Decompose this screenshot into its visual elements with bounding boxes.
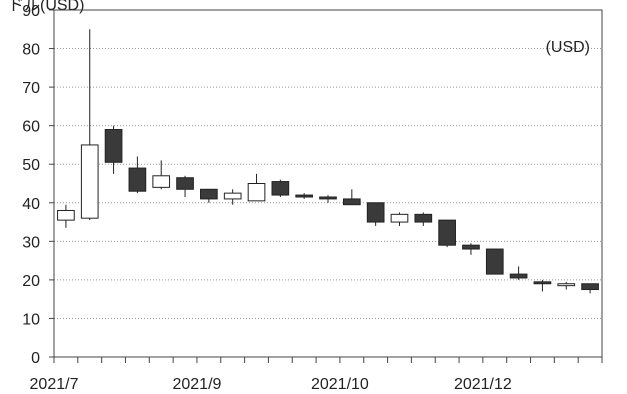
y-tick-label: 70	[22, 80, 40, 97]
y-tick-label: 90	[22, 3, 40, 20]
candle	[295, 193, 314, 199]
candles	[57, 29, 599, 294]
candle	[247, 173, 266, 202]
candle	[485, 248, 504, 275]
x-tick-label: 2021/12	[454, 376, 512, 393]
candle	[80, 29, 99, 221]
candle-body	[462, 244, 480, 250]
candle	[581, 283, 599, 294]
candle	[57, 204, 75, 228]
candle-body	[414, 213, 433, 223]
candle	[462, 243, 480, 255]
candle	[271, 179, 290, 197]
y-tick-label: 40	[22, 196, 40, 213]
candle-body	[152, 175, 171, 188]
candle	[342, 189, 361, 206]
candle	[438, 219, 456, 248]
x-axis-ticks: 2021/7 2021/9 2021/10 2021/12	[30, 356, 603, 393]
y-tick-label: 50	[22, 157, 40, 174]
y-tick-label: 80	[22, 42, 40, 59]
plot-frame	[53, 9, 603, 358]
candle-body	[342, 198, 361, 206]
candle	[533, 279, 552, 292]
candle	[223, 189, 242, 205]
candle	[319, 195, 337, 203]
x-tick-label: 2021/9	[172, 376, 221, 393]
x-tick-label: 2021/7	[30, 376, 79, 393]
candle	[414, 212, 433, 226]
candle-body	[271, 181, 290, 196]
candle-body	[200, 188, 218, 200]
candle-body	[128, 167, 147, 192]
candle-body	[247, 183, 266, 202]
candle-body	[176, 177, 194, 190]
candle-body	[390, 213, 409, 223]
y-tick-label: 0	[31, 350, 40, 367]
candle-body	[57, 209, 75, 221]
candle	[176, 175, 194, 197]
candle-body	[80, 144, 99, 219]
candle-body	[509, 273, 528, 279]
candle	[200, 188, 218, 203]
candle-body	[104, 129, 123, 163]
candle-body	[319, 196, 337, 200]
candle-body	[438, 219, 456, 246]
x-tick-label: 2021/10	[311, 376, 369, 393]
y-axis-ticks: 0 10 20 30 40 50 60 70 80 90	[22, 3, 54, 367]
candle	[390, 212, 409, 226]
candle	[104, 125, 123, 174]
candle	[509, 266, 528, 280]
candle-body	[223, 192, 242, 200]
candle-body	[366, 202, 385, 223]
candle-body	[485, 248, 504, 275]
y-tick-label: 10	[22, 311, 40, 328]
candle	[128, 156, 147, 194]
candle-body	[295, 194, 314, 198]
y-tick-label: 30	[22, 234, 40, 251]
unit-label: (USD)	[546, 39, 590, 56]
candle-body	[533, 281, 552, 285]
grid-lines	[54, 9, 602, 319]
candle	[557, 281, 576, 290]
candle	[152, 160, 171, 190]
y-tick-label: 20	[22, 273, 40, 290]
y-tick-label: 60	[22, 119, 40, 136]
candle-body	[557, 283, 576, 287]
candle	[366, 202, 385, 226]
candle-body	[581, 283, 599, 291]
